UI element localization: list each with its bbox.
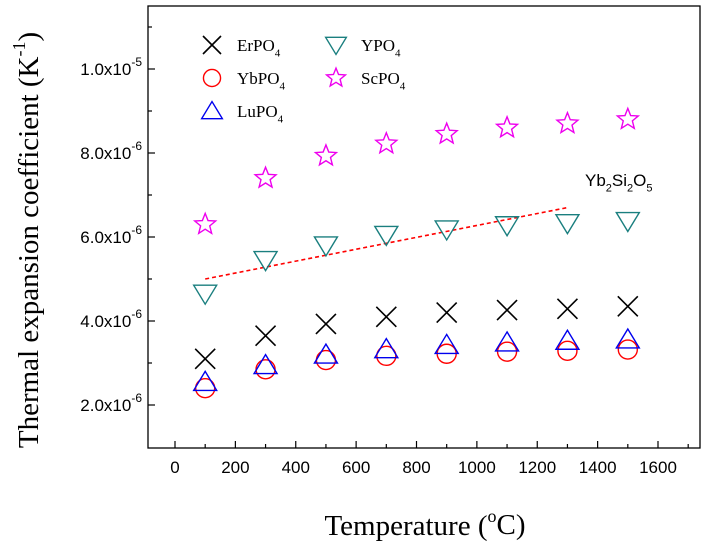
- marks-layer: Yb2Si2O5: [192, 106, 653, 399]
- data-point: [433, 220, 460, 242]
- data-point: [313, 342, 339, 364]
- x-tick-label: 0: [170, 458, 179, 477]
- x-tick-label: 1200: [518, 458, 556, 477]
- data-point: [315, 349, 337, 371]
- y-axis-title: Thermal expansion coefficient (K-1): [9, 32, 45, 448]
- legend-label-ybpo4: YbPO4: [237, 69, 286, 92]
- data-point: [255, 359, 276, 380]
- yb2si2o5-label: Yb2Si2O5: [585, 171, 653, 195]
- y-tick-label: 8.0x10-6: [80, 139, 142, 163]
- legend-marker-scpo4: [324, 66, 348, 88]
- data-point: [373, 225, 400, 247]
- data-point: [313, 236, 339, 258]
- data-point: [494, 330, 520, 352]
- data-point: [434, 121, 459, 145]
- legend: ErPO4 YbPO4 LuPO4 YPO4 ScPO4: [200, 35, 406, 125]
- data-point: [554, 213, 581, 235]
- x-tick-label: 1600: [639, 458, 677, 477]
- x-tick-label: 600: [342, 458, 370, 477]
- data-point: [496, 341, 518, 362]
- series-erpo4: [194, 295, 639, 370]
- data-point: [194, 348, 216, 370]
- data-point: [433, 333, 460, 355]
- data-point: [192, 370, 218, 392]
- x-axis-title: Temperature (oC): [324, 506, 525, 542]
- data-point: [252, 250, 279, 272]
- data-point: [494, 114, 520, 139]
- x-tick-label: 400: [282, 458, 310, 477]
- data-point: [252, 353, 279, 375]
- series-lupo4: [192, 327, 641, 392]
- x-tick-label: 800: [402, 458, 430, 477]
- data-point: [192, 211, 218, 235]
- x-tick-label: 200: [221, 458, 249, 477]
- data-point: [617, 339, 639, 360]
- data-point: [315, 313, 337, 335]
- data-point: [373, 337, 400, 359]
- data-point: [253, 165, 278, 189]
- data-point: [615, 211, 641, 233]
- data-point: [617, 295, 639, 317]
- data-point: [555, 110, 580, 135]
- data-point: [436, 302, 458, 324]
- y-tick-label: 2.0x10-6: [80, 391, 142, 415]
- data-point: [192, 284, 218, 306]
- legend-label-lupo4: LuPO4: [237, 102, 284, 125]
- series-ypo4: [192, 211, 641, 306]
- data-point: [374, 130, 399, 155]
- data-point: [313, 143, 339, 167]
- axes-layer: 0 200 400 600 800 1000 1200 1400 1600 2.0x10-6 4.0…: [80, 5, 701, 477]
- y-tick-label: 1.0x10-5: [80, 55, 142, 79]
- data-point: [376, 345, 397, 367]
- data-point: [615, 327, 641, 349]
- legend-marker-ybpo4: [202, 68, 222, 88]
- x-tick-label: 1400: [579, 458, 617, 477]
- legend-marker-ypo4: [324, 36, 348, 56]
- x-tick-label: 1000: [458, 458, 496, 477]
- legend-label-erpo4: ErPO4: [237, 36, 281, 59]
- data-point: [496, 299, 518, 321]
- data-point: [615, 106, 641, 130]
- yb2si2o5-reference-line: [205, 206, 568, 280]
- series-scpo4: [192, 106, 641, 235]
- axis-labels: Temperature (oC) Thermal expansion coeffi…: [9, 32, 526, 542]
- data-point: [494, 216, 520, 238]
- plot-frame: [147, 5, 701, 449]
- data-point: [254, 325, 277, 347]
- legend-label-scpo4: ScPO4: [361, 69, 406, 92]
- data-point: [375, 306, 397, 328]
- data-point: [554, 328, 581, 350]
- legend-marker-erpo4: [202, 35, 222, 55]
- legend-label-ypo4: YPO4: [361, 36, 401, 59]
- legend-marker-lupo4: [200, 100, 224, 120]
- y-tick-label: 4.0x10-6: [80, 307, 142, 331]
- data-point: [557, 340, 578, 362]
- data-point: [556, 298, 579, 320]
- y-tick-label: 6.0x10-6: [80, 223, 142, 247]
